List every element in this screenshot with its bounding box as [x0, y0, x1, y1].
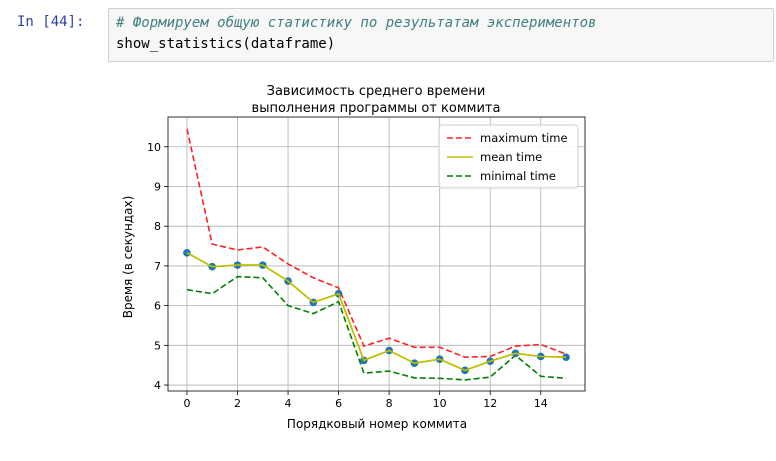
x-tick-label: 12 — [483, 397, 497, 410]
code-input-area[interactable]: # Формируем общую статистику по результа… — [108, 8, 774, 62]
chart-ticks: 0 2 4 6 8 10 12 14 4 5 6 7 8 9 10 — [147, 141, 548, 410]
series-line-mean-overlay — [186, 252, 567, 372]
legend-box — [438, 124, 579, 189]
line-chart: 0 2 4 6 8 10 12 14 4 5 6 7 8 9 10 Зависимость среднего… — [121, 84, 586, 431]
plot-frame — [167, 116, 586, 392]
y-tick-label: 10 — [147, 141, 161, 154]
y-tick-label: 7 — [154, 260, 161, 273]
x-tick-label: 2 — [234, 397, 241, 410]
chart-title-line-1: Зависимость среднего времени — [267, 84, 486, 99]
y-tick-label: 8 — [154, 220, 161, 233]
code-call-line: show_statistics(dataframe) — [116, 36, 336, 52]
cell-output: 0 2 4 6 8 10 12 14 4 5 6 7 8 9 10 Зависимость среднего… — [108, 70, 776, 457]
data-point — [562, 353, 570, 362]
y-tick-label: 9 — [154, 180, 161, 193]
chart-legend: maximum time mean time minimal time — [438, 124, 579, 189]
y-axis-label: Время (в секундах) — [121, 196, 135, 319]
notebook-cell[interactable]: In [44]: # Формируем общую статистику по… — [0, 0, 776, 70]
x-tick-label: 4 — [285, 397, 292, 410]
chart-title-line-2: выполнения программы от коммита — [252, 101, 501, 116]
legend-label: minimal time — [480, 169, 556, 183]
x-tick-label: 8 — [386, 397, 393, 410]
code-comment-line: # Формируем общую статистику по результа… — [116, 15, 597, 31]
x-tick-label: 0 — [183, 397, 190, 410]
y-tick-label: 6 — [154, 300, 161, 313]
series-line-maximum-time — [186, 128, 567, 359]
data-point — [183, 249, 191, 257]
x-axis-label: Порядковый номер коммита — [287, 417, 467, 431]
x-tick-label: 14 — [534, 397, 548, 410]
x-tick-label: 6 — [335, 397, 342, 410]
series-line-minimal-time — [186, 275, 567, 381]
y-tick-label: 5 — [154, 339, 161, 352]
y-tick-label: 4 — [154, 379, 161, 392]
legend-label: mean time — [480, 150, 542, 164]
x-tick-label: 10 — [433, 397, 447, 410]
cell-prompt: In [44]: — [17, 14, 85, 30]
legend-label: maximum time — [480, 131, 568, 145]
series-line-mean-time — [186, 252, 567, 372]
chart-axes — [167, 116, 586, 392]
chart-points — [183, 249, 570, 375]
